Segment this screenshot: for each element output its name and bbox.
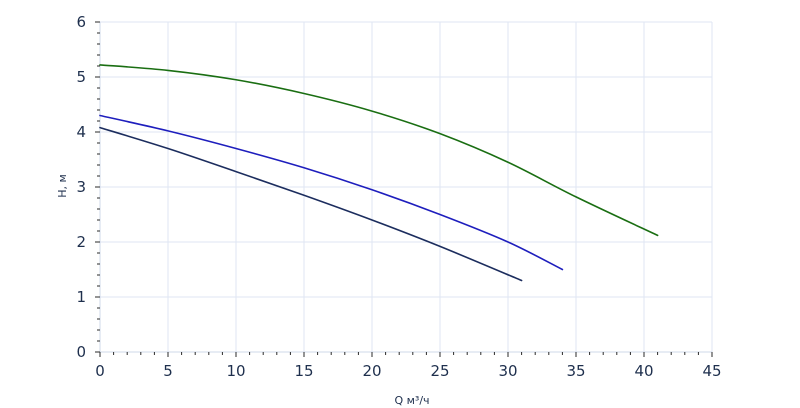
grid-lines [100,21,713,352]
x-tick-label: 0 [95,362,105,380]
x-tick-label: 5 [163,362,173,380]
x-tick-label: 35 [566,362,585,380]
y-tick-label: 0 [76,343,86,361]
axes [95,21,713,357]
y-tick-label: 3 [76,178,86,196]
x-tick-label: 20 [362,362,381,380]
series-lines [99,64,659,282]
x-tick-label: 10 [226,362,245,380]
x-tick-label: 40 [634,362,653,380]
y-tick-label: 4 [76,123,86,141]
series-line-3 [99,126,523,282]
y-tick-label: 2 [76,233,86,251]
x-tick-label: 45 [702,362,721,380]
x-tick-label: 25 [430,362,449,380]
series-line-2 [99,114,564,271]
y-tick-label: 6 [76,13,86,31]
x-tick-label: 30 [498,362,517,380]
series-line-1 [99,64,659,237]
y-axis-title: H, м [56,174,69,198]
x-tick-label: 15 [294,362,313,380]
y-tick-label: 1 [76,288,86,306]
y-tick-label: 5 [76,68,86,86]
x-axis-title: Q м³/ч [394,394,429,407]
